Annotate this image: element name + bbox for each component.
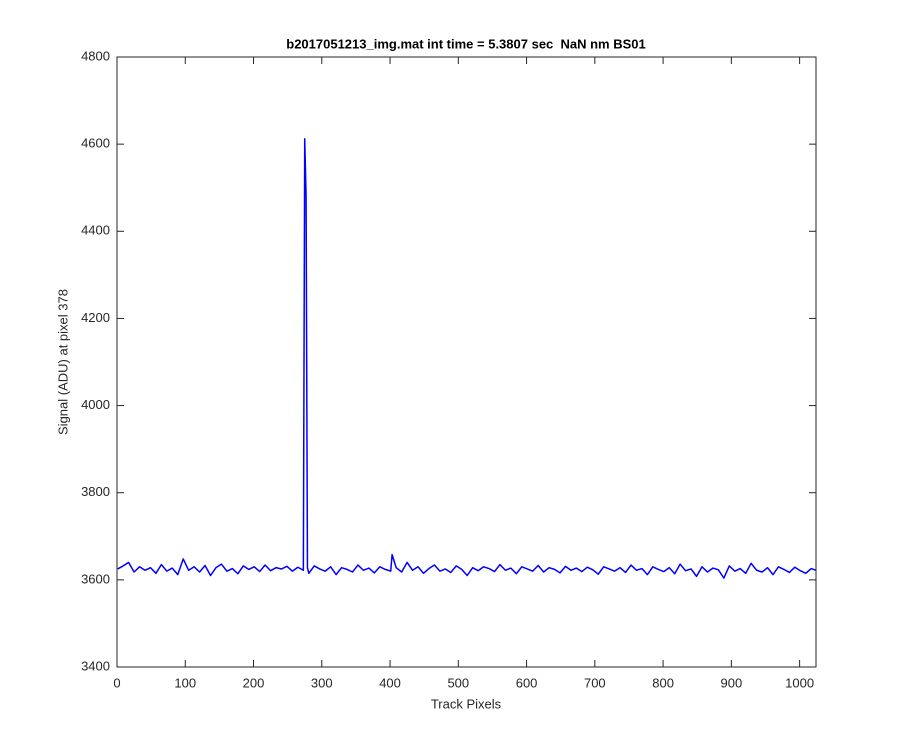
y-tick-label: 4000 — [81, 397, 110, 412]
x-axis-label: Track Pixels — [431, 696, 502, 711]
y-tick-label: 3600 — [81, 571, 110, 586]
y-tick-label: 4600 — [81, 136, 110, 151]
y-tick-label: 4800 — [81, 48, 110, 63]
x-tick-label: 100 — [174, 675, 196, 690]
y-tick-label: 3400 — [81, 658, 110, 673]
y-tick-label: 4400 — [81, 223, 110, 238]
y-tick-label: 4200 — [81, 310, 110, 325]
x-tick-label: 500 — [447, 675, 469, 690]
chart-title: b2017051213_img.mat int time = 5.3807 se… — [286, 36, 646, 51]
axes-box — [116, 56, 817, 668]
x-tick-label: 400 — [379, 675, 401, 690]
x-tick-label: 1000 — [785, 675, 814, 690]
x-tick-label: 900 — [721, 675, 743, 690]
y-axis-label: Signal (ADU) at pixel 378 — [55, 289, 70, 435]
x-tick-label: 200 — [243, 675, 265, 690]
y-tick-label: 3800 — [81, 484, 110, 499]
x-tick-label: 800 — [652, 675, 674, 690]
x-tick-label: 600 — [516, 675, 538, 690]
x-tick-label: 700 — [584, 675, 606, 690]
x-tick-label: 300 — [311, 675, 333, 690]
x-tick-label: 0 — [113, 675, 120, 690]
data-line — [117, 138, 817, 579]
